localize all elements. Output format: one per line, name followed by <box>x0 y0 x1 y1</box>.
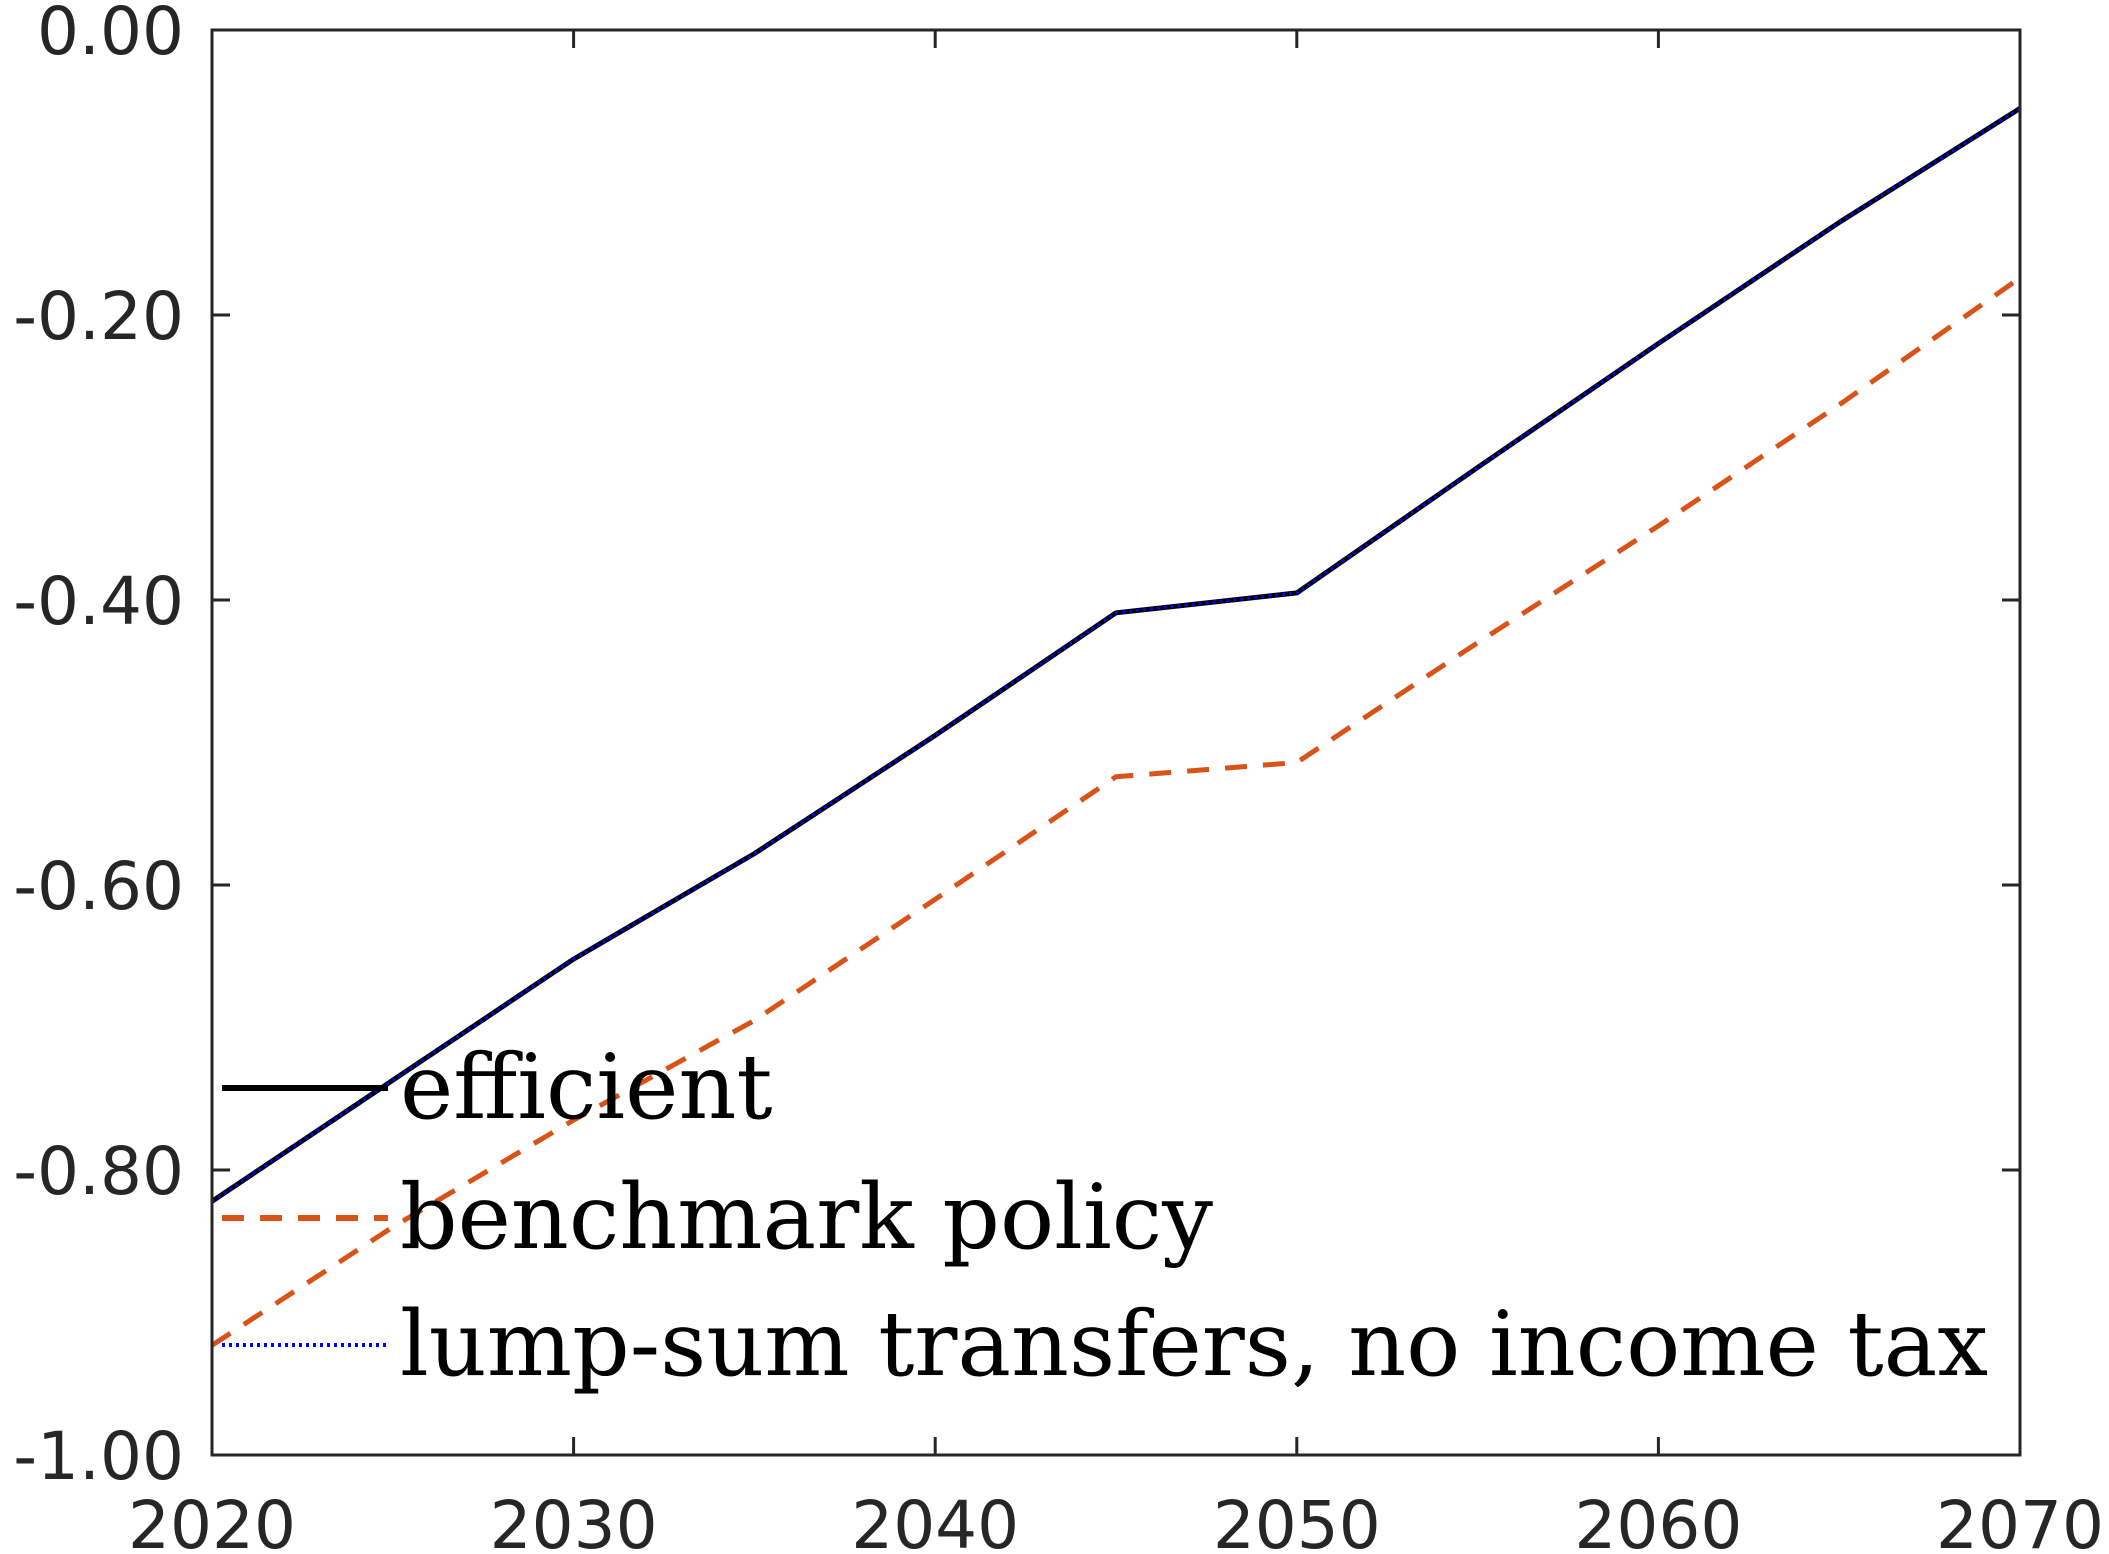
y-tick-label: -1.00 <box>13 1418 184 1495</box>
series-layer <box>210 106 2022 1348</box>
plot-area-frame <box>210 28 2022 1457</box>
x-tick-label: 2020 <box>128 1487 296 1554</box>
x-tick-label: 2050 <box>1213 1487 1381 1554</box>
legend: efficient benchmark policy lump-sum transf… <box>222 1035 1988 1397</box>
y-tick-label: -0.60 <box>13 848 184 925</box>
series-line-benchmark-policy <box>210 275 2022 1348</box>
y-tick-label: -0.20 <box>13 278 184 355</box>
x-tick-label: 2030 <box>490 1487 658 1554</box>
y-tick-label: -0.40 <box>13 563 184 640</box>
legend-label: efficient <box>400 1035 773 1140</box>
y-tick-label: 0.00 <box>37 0 184 70</box>
x-tick-label: 2040 <box>851 1487 1019 1554</box>
label-layer: 2020 2030 2040 2050 2060 2070 0.00 -0.20 -0.40 -0… <box>13 0 2104 1554</box>
x-tick-label: 2060 <box>1574 1487 1742 1554</box>
y-tick-label: -0.80 <box>13 1133 184 1210</box>
series-line-lump-sum-transfers-no-income-tax <box>211 107 2021 1203</box>
tick-layer <box>210 28 2022 1457</box>
legend-label: benchmark policy <box>400 1165 1213 1270</box>
x-tick-label: 2070 <box>1936 1487 2104 1554</box>
legend-label: lump-sum transfers, no income tax <box>400 1292 1988 1397</box>
